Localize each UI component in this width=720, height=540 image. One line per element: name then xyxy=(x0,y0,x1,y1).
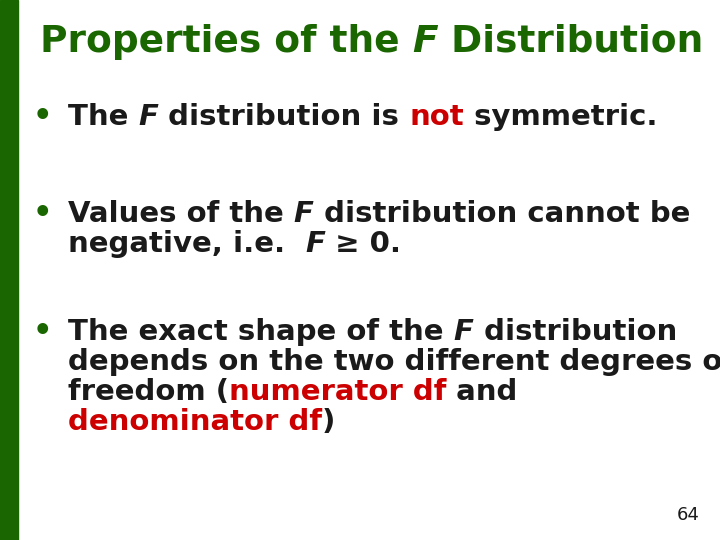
Text: Values of the: Values of the xyxy=(68,200,294,228)
Text: F: F xyxy=(138,103,158,131)
Text: •: • xyxy=(33,102,53,131)
Text: symmetric.: symmetric. xyxy=(464,103,657,131)
Text: F: F xyxy=(294,200,314,228)
Text: ): ) xyxy=(322,408,336,436)
Text: The: The xyxy=(68,103,138,131)
Text: negative, i.e.: negative, i.e. xyxy=(68,230,305,258)
Text: distribution cannot be: distribution cannot be xyxy=(314,200,690,228)
Text: distribution: distribution xyxy=(474,318,677,346)
Text: Properties of the: Properties of the xyxy=(40,24,413,60)
Text: •: • xyxy=(33,317,53,346)
Text: The exact shape of the: The exact shape of the xyxy=(68,318,454,346)
Text: numerator df: numerator df xyxy=(229,378,446,406)
Text: F: F xyxy=(305,230,325,258)
Text: depends on the two different degrees of: depends on the two different degrees of xyxy=(68,348,720,376)
Text: denominator df: denominator df xyxy=(68,408,322,436)
Text: F: F xyxy=(413,24,438,60)
Text: distribution is: distribution is xyxy=(158,103,410,131)
Text: not: not xyxy=(410,103,464,131)
Text: F: F xyxy=(454,318,474,346)
Text: ≥ 0.: ≥ 0. xyxy=(325,230,401,258)
Text: •: • xyxy=(33,199,53,228)
Text: and: and xyxy=(446,378,518,406)
Text: Distribution: Distribution xyxy=(438,24,703,60)
Text: freedom (: freedom ( xyxy=(68,378,229,406)
Text: 64: 64 xyxy=(677,506,700,524)
